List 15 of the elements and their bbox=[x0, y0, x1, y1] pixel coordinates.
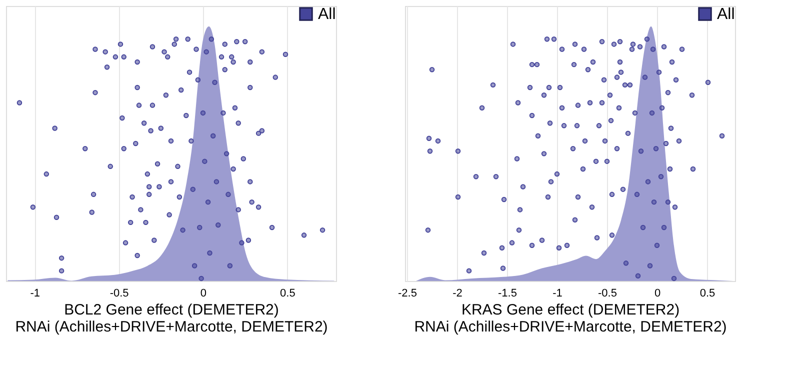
x-tick-label: -1.5 bbox=[498, 288, 517, 300]
x-axis-title: BCL2 Gene effect (DEMETER2) RNAi (Achilles+DRIVE+Marcotte, DEMETER2) bbox=[15, 302, 328, 336]
x-tick-label: 0.5 bbox=[280, 288, 296, 300]
x-tick-label: -2.5 bbox=[398, 288, 417, 300]
x-tick-label: -1 bbox=[552, 288, 562, 300]
x-tick-label: -0.5 bbox=[110, 288, 129, 300]
x-tick-label: -1 bbox=[30, 288, 40, 300]
x-tick-label: 0 bbox=[654, 288, 661, 300]
x-tick-label: 0.5 bbox=[700, 288, 716, 300]
x-tick-label: -2 bbox=[452, 288, 462, 300]
x-tick-label: -0.5 bbox=[598, 288, 617, 300]
legend-label: All bbox=[717, 6, 735, 23]
legend-label: All bbox=[318, 6, 336, 23]
x-axis-title: KRAS Gene effect (DEMETER2) RNAi (Achilles+DRIVE+Marcotte, DEMETER2) bbox=[414, 302, 727, 336]
x-tick-label: 0 bbox=[200, 288, 207, 300]
